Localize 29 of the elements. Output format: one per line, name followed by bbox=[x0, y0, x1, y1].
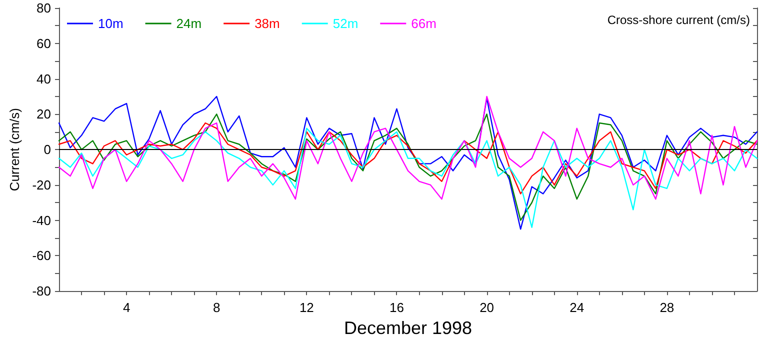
legend-label: 66m bbox=[411, 16, 436, 31]
y-tick-label: -80 bbox=[32, 284, 51, 299]
x-tick-label: 4 bbox=[122, 300, 130, 316]
y-tick-label: -40 bbox=[32, 212, 51, 228]
line-series bbox=[58, 114, 758, 221]
x-tick-label: 8 bbox=[212, 300, 220, 316]
y-tick-label: -20 bbox=[32, 177, 51, 192]
x-tick-label: 28 bbox=[660, 300, 674, 316]
y-tick-label: 20 bbox=[36, 106, 51, 122]
legend-label: 24m bbox=[176, 16, 202, 31]
line-series bbox=[58, 96, 758, 230]
y-tick-label: 60 bbox=[36, 36, 51, 51]
legend-label: 10m bbox=[98, 16, 124, 31]
y-axis-title: Current (cm/s) bbox=[7, 108, 22, 192]
legend-label: 52m bbox=[332, 16, 358, 31]
x-tick-label: 16 bbox=[390, 300, 404, 316]
x-tick-label: 24 bbox=[570, 300, 584, 316]
line-series bbox=[58, 128, 758, 228]
x-axis-title: December 1998 bbox=[344, 318, 472, 338]
line-series bbox=[58, 122, 758, 194]
y-tick-label: 40 bbox=[36, 71, 51, 86]
x-tick-label: 12 bbox=[299, 300, 314, 316]
x-tick-label: 20 bbox=[480, 300, 494, 316]
y-tick-label: 80 bbox=[36, 0, 51, 16]
line-series bbox=[58, 96, 758, 200]
legend-label: 38m bbox=[254, 16, 280, 31]
annotation: Cross-shore current (cm/s) bbox=[607, 13, 750, 27]
y-tick-label: -60 bbox=[32, 248, 51, 264]
y-tick-label: 0 bbox=[44, 142, 51, 158]
